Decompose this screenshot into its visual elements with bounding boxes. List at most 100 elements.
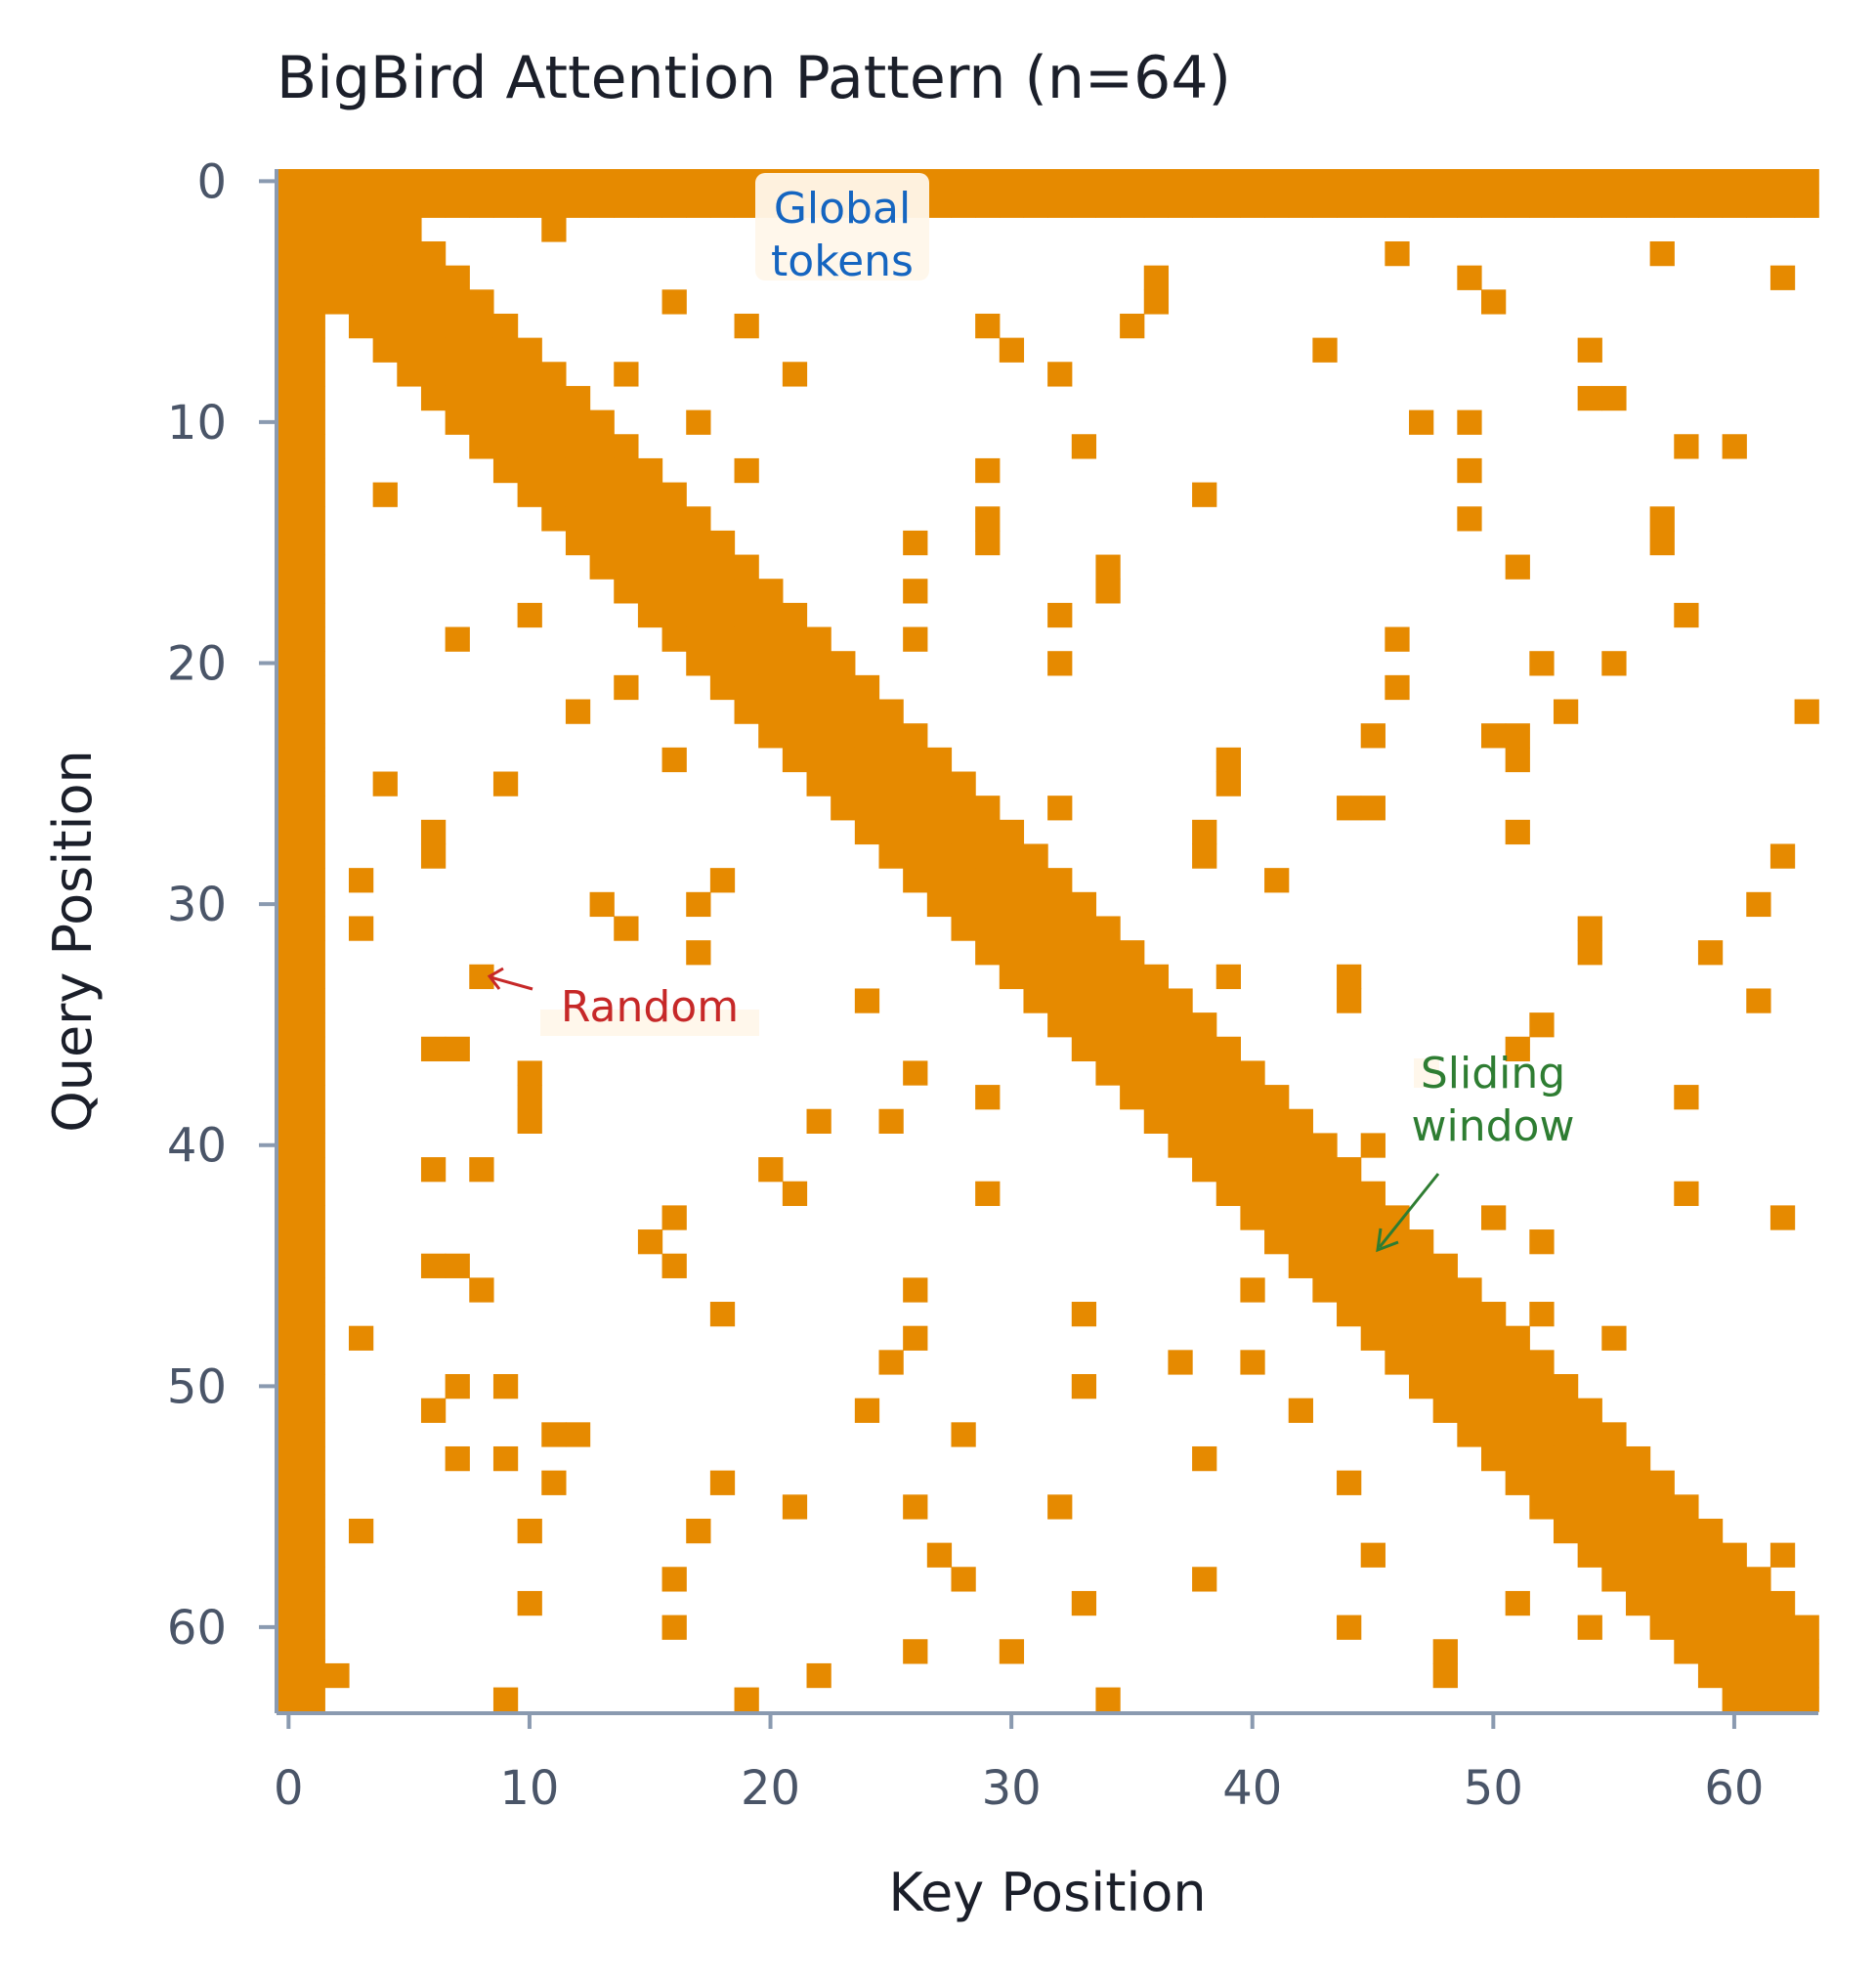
heatmap-cell bbox=[397, 362, 422, 387]
heatmap-cell bbox=[420, 193, 447, 218]
heatmap-cell bbox=[686, 506, 711, 532]
heatmap-cell bbox=[926, 891, 953, 918]
heatmap-cell bbox=[661, 626, 687, 652]
heatmap-cell bbox=[1769, 1590, 1796, 1616]
heatmap-cell bbox=[806, 771, 831, 797]
heatmap-cell bbox=[975, 940, 1001, 966]
heatmap-cell bbox=[806, 723, 831, 749]
heatmap-cell bbox=[277, 1181, 302, 1206]
heatmap-cell bbox=[445, 1445, 470, 1472]
heatmap-cell bbox=[831, 771, 856, 797]
heatmap-cell bbox=[1649, 1567, 1675, 1592]
heatmap-cell bbox=[420, 240, 447, 267]
y-ticks: 0 10 20 30 40 50 60 bbox=[167, 154, 277, 1656]
heatmap-cell bbox=[300, 1422, 325, 1447]
heatmap-cell bbox=[277, 1157, 302, 1183]
heatmap-cell bbox=[1120, 193, 1145, 218]
heatmap-cell bbox=[1360, 1205, 1386, 1230]
heatmap-cell bbox=[1674, 1590, 1699, 1616]
heatmap-cell bbox=[1047, 868, 1073, 893]
heatmap-cell bbox=[951, 916, 976, 941]
heatmap-cell bbox=[348, 313, 374, 339]
heatmap-cell bbox=[1312, 1277, 1338, 1303]
heatmap-cell bbox=[517, 169, 542, 194]
chart-title: BigBird Attention Pattern (n=64) bbox=[277, 44, 1231, 112]
heatmap-cell bbox=[1505, 1036, 1530, 1062]
heatmap-cell bbox=[517, 482, 542, 507]
heatmap-cell bbox=[420, 169, 447, 194]
heatmap-cell bbox=[709, 868, 736, 893]
heatmap-cell bbox=[854, 674, 880, 701]
heatmap-cell bbox=[1553, 1518, 1579, 1544]
heatmap-cell bbox=[1625, 1470, 1651, 1495]
heatmap-cell bbox=[903, 868, 928, 893]
heatmap-cell bbox=[637, 530, 663, 556]
heatmap-cell bbox=[565, 457, 591, 484]
heatmap-cell bbox=[372, 169, 398, 194]
heatmap-cell bbox=[492, 409, 519, 435]
heatmap-cell bbox=[926, 1542, 953, 1568]
heatmap-cell bbox=[277, 1350, 302, 1375]
heatmap-cell bbox=[1192, 1445, 1217, 1472]
heatmap-cell bbox=[1240, 1060, 1265, 1086]
x-tick-label: 60 bbox=[1704, 1761, 1764, 1816]
heatmap-cell bbox=[854, 771, 880, 797]
x-tick-label: 0 bbox=[274, 1761, 304, 1816]
heatmap-cell bbox=[1674, 1085, 1699, 1110]
heatmap-cell bbox=[277, 1253, 302, 1278]
heatmap-cell bbox=[300, 1253, 325, 1278]
heatmap-cell bbox=[831, 674, 856, 701]
heatmap-cell bbox=[903, 530, 928, 556]
heatmap-cell bbox=[492, 337, 519, 363]
heatmap-cell bbox=[1337, 1302, 1362, 1327]
heatmap-cell bbox=[517, 602, 542, 628]
heatmap-cell bbox=[614, 434, 639, 459]
heatmap-cell bbox=[1794, 169, 1819, 194]
heatmap-cell bbox=[565, 530, 591, 556]
heatmap-cell bbox=[1095, 916, 1121, 941]
heatmap-cell bbox=[1505, 819, 1530, 845]
heatmap-cell bbox=[806, 674, 831, 701]
heatmap-cell bbox=[1337, 169, 1362, 194]
heatmap-cell bbox=[758, 674, 784, 701]
heatmap-cell bbox=[1192, 843, 1217, 869]
heatmap-cell bbox=[1337, 1253, 1362, 1278]
heatmap-cell bbox=[420, 1036, 447, 1062]
heatmap-cell bbox=[734, 169, 759, 194]
heatmap-cell bbox=[445, 409, 470, 435]
heatmap-cell bbox=[661, 602, 687, 628]
heatmap-cell bbox=[1360, 169, 1386, 194]
heatmap-cell bbox=[854, 699, 880, 724]
heatmap-cell bbox=[1601, 1470, 1627, 1495]
heatmap-cell bbox=[348, 1325, 374, 1351]
heatmap-cell bbox=[300, 409, 325, 435]
heatmap-cell bbox=[1409, 1277, 1434, 1303]
heatmap-cell bbox=[1794, 1687, 1819, 1712]
heatmap-cell bbox=[758, 602, 784, 628]
heatmap-cell bbox=[1192, 169, 1217, 194]
heatmap-cell bbox=[1385, 193, 1410, 218]
heatmap-cell bbox=[1722, 1615, 1747, 1640]
heatmap-cell bbox=[1505, 193, 1530, 218]
heatmap-cell bbox=[782, 1494, 808, 1520]
heatmap-cell bbox=[1746, 988, 1771, 1013]
heatmap-cell bbox=[1529, 1422, 1555, 1447]
heatmap-cell bbox=[277, 409, 302, 435]
heatmap-cell bbox=[1240, 1108, 1265, 1134]
heatmap-cell bbox=[1722, 1542, 1747, 1568]
heatmap-cell bbox=[1385, 1325, 1410, 1351]
heatmap-cell bbox=[1312, 1133, 1338, 1158]
heatmap-cell bbox=[1769, 1639, 1796, 1664]
heatmap-cell bbox=[469, 409, 494, 435]
heatmap-cell bbox=[1240, 193, 1265, 218]
heatmap-cell bbox=[1360, 193, 1386, 218]
heatmap-cell bbox=[300, 457, 325, 484]
heatmap-cell bbox=[469, 337, 494, 363]
heatmap-cell bbox=[277, 1445, 302, 1472]
heatmap-cell bbox=[1071, 940, 1097, 966]
heatmap-cell bbox=[1432, 1374, 1458, 1400]
heatmap-cell bbox=[1697, 940, 1724, 966]
heatmap-cell bbox=[614, 482, 639, 507]
heatmap-cell bbox=[734, 651, 759, 676]
heatmap-cell bbox=[1649, 530, 1675, 556]
